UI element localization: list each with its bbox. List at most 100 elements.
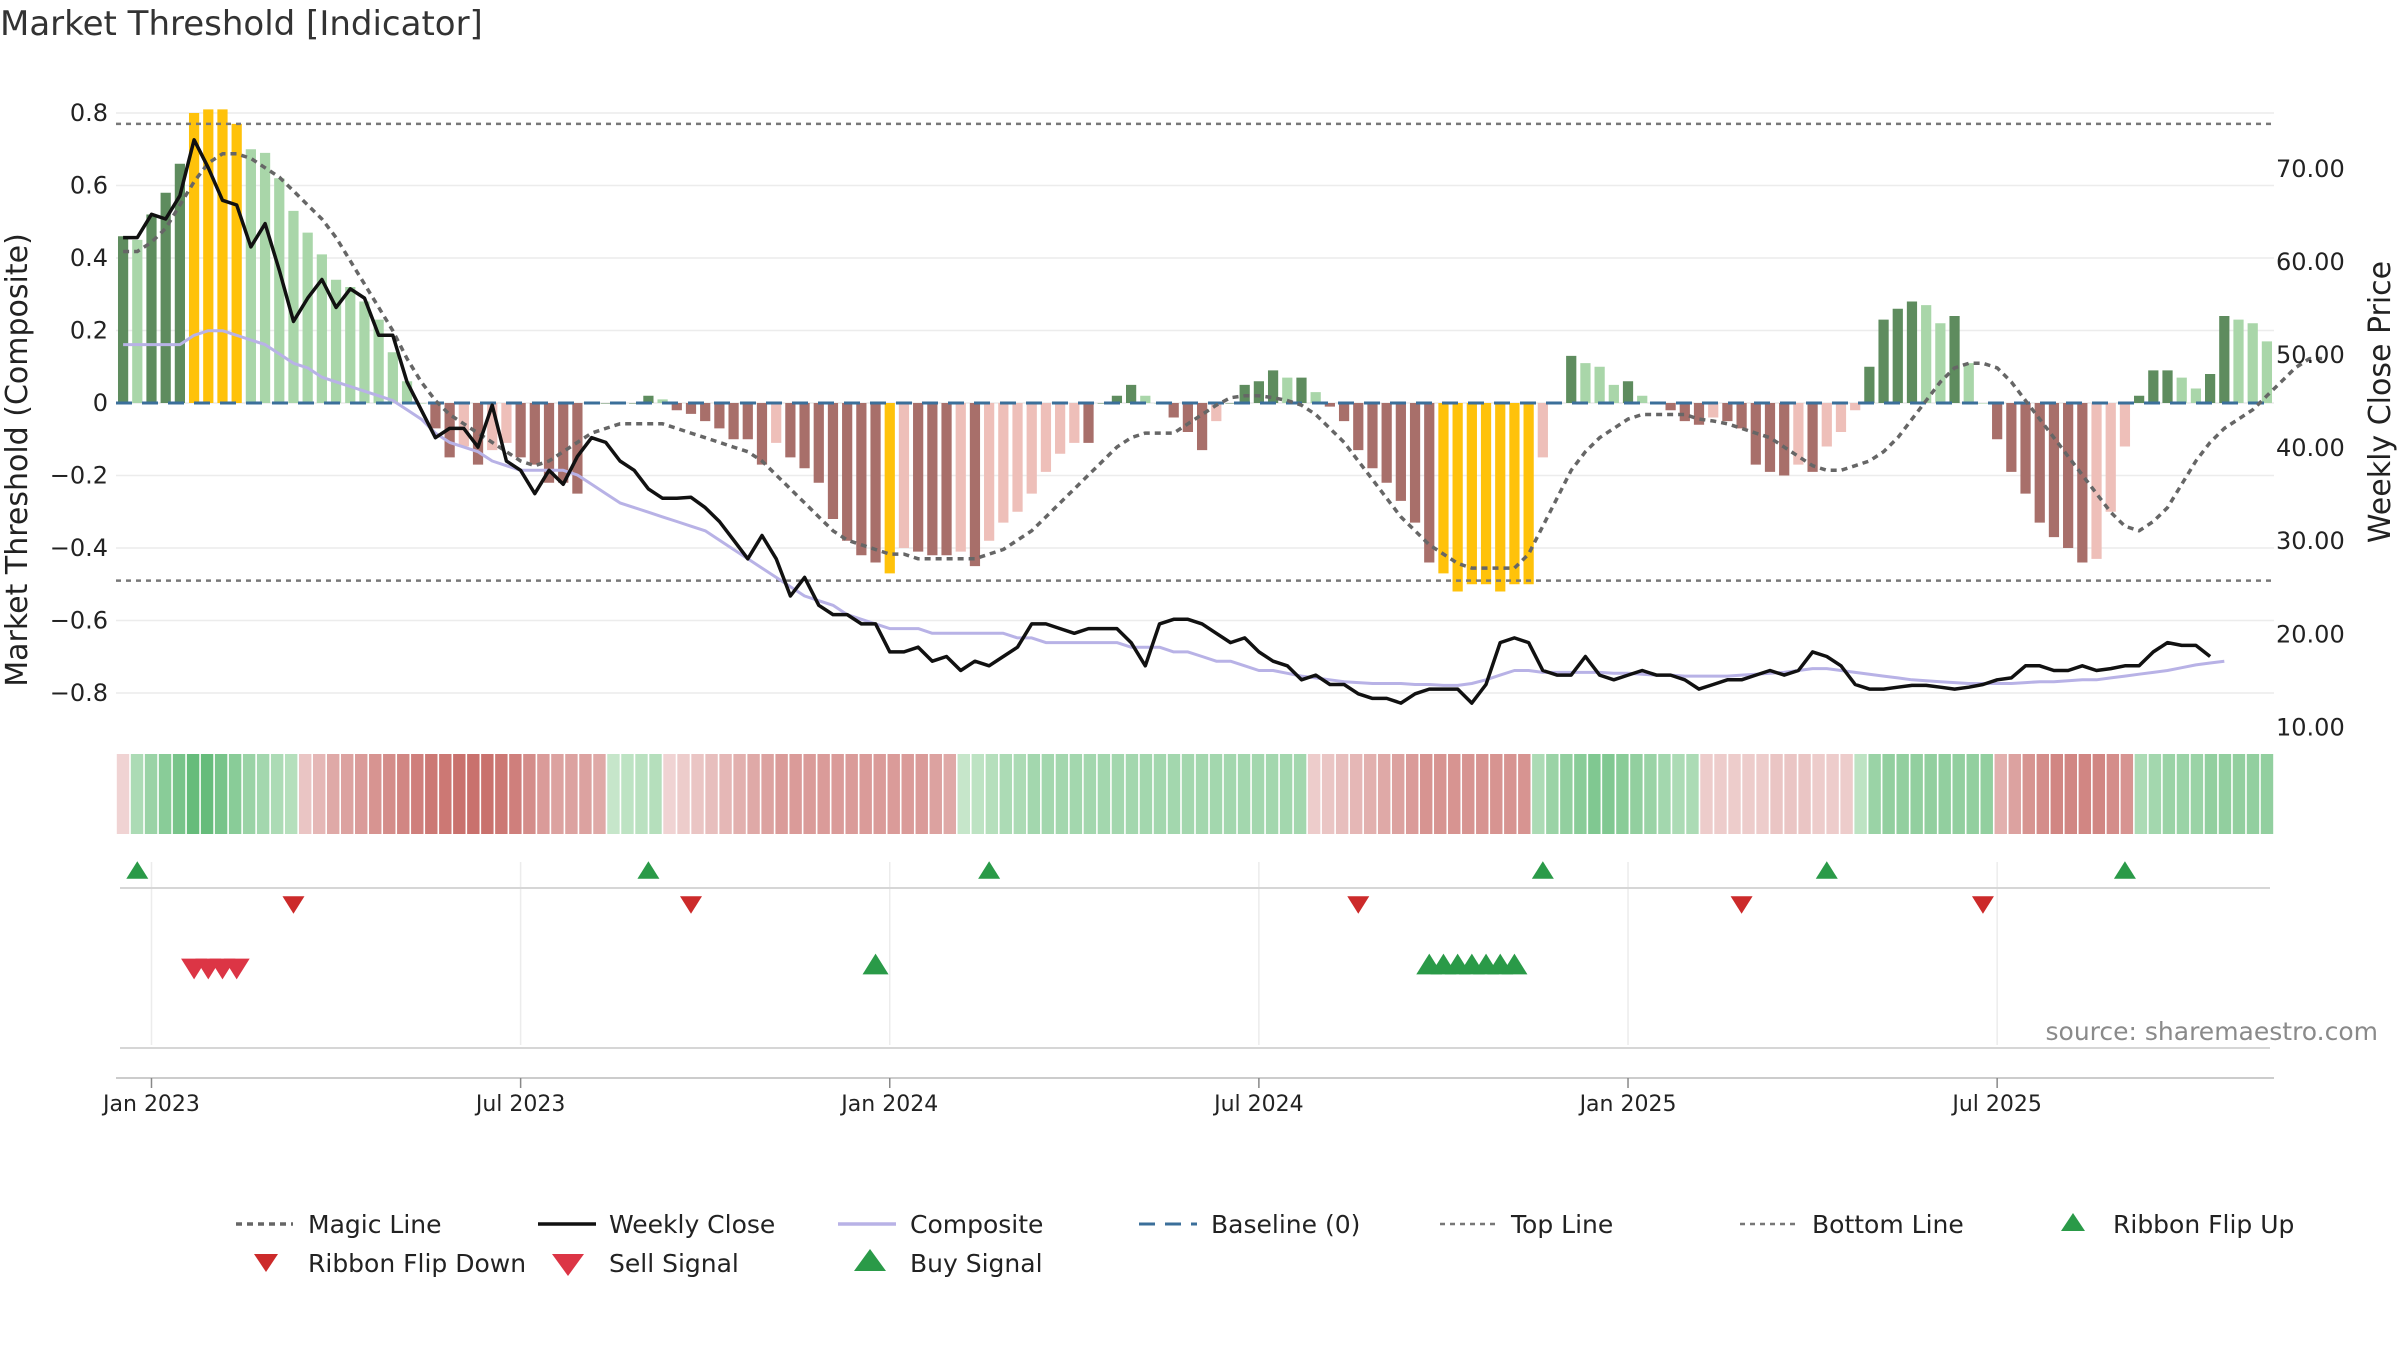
ribbon-cell	[1700, 754, 1713, 834]
composite-bar	[1764, 403, 1776, 472]
composite-bar	[955, 403, 966, 552]
composite-bar	[2190, 388, 2202, 403]
ribbon-cell	[1195, 754, 1209, 834]
ribbon-cell	[326, 754, 340, 834]
composite-bar	[1566, 355, 1577, 403]
ribbon-cell	[1181, 754, 1195, 834]
ribbon-cell	[481, 754, 494, 834]
ribbon-cell	[691, 754, 704, 834]
y2-tick-label: 40.00	[2276, 434, 2345, 462]
ribbon-cell	[1868, 754, 1881, 834]
composite-bar	[813, 403, 824, 483]
ribbon-cell	[1377, 754, 1391, 834]
ribbon-cell	[1602, 754, 1615, 834]
ribbon-cell	[1742, 754, 1755, 834]
composite-bar	[416, 403, 427, 404]
ribbon-cell	[971, 754, 985, 834]
ribbon-cell	[761, 754, 774, 834]
x-tick-label: Jan 2024	[839, 1092, 938, 1117]
ribbon-cell	[1237, 754, 1251, 834]
ribbon-cell	[397, 754, 410, 834]
ribbon-strip	[116, 754, 2274, 834]
ribbon-cell	[1560, 754, 1573, 834]
composite-bar	[1310, 392, 1321, 403]
ribbon-cell	[1756, 754, 1769, 834]
composite-bar	[941, 403, 952, 556]
composite-bar	[174, 163, 185, 403]
y-axis-right: 70.00 60.00 50.00 40.00 30.00 20.00 10.00	[2276, 155, 2345, 742]
composite-bar	[984, 403, 995, 541]
x-tick-label: Jul 2024	[1212, 1092, 1304, 1117]
composite-bar	[231, 123, 242, 403]
composite-bar	[543, 403, 555, 483]
ribbon-cell	[2106, 754, 2120, 834]
ribbon-cell	[2092, 754, 2106, 834]
ribbon-cell	[2036, 754, 2049, 834]
composite-bar	[1196, 403, 1208, 451]
composite-bar	[2233, 319, 2244, 403]
composite-bar	[714, 403, 725, 429]
ribbon-cell	[1840, 754, 1853, 834]
composite-bar	[2034, 403, 2045, 523]
composite-bar	[771, 403, 782, 443]
composite-bar	[1225, 403, 1236, 404]
ribbon-cell	[1293, 754, 1307, 834]
legend: Magic Line Weekly Close Composite Baseline …	[236, 1210, 2294, 1278]
series-lines	[116, 122, 2324, 705]
composite-bar	[1850, 403, 1861, 411]
ribbon-flip-up-marker	[978, 861, 1001, 879]
ribbon-cell	[719, 754, 732, 834]
composite-bar	[2247, 323, 2258, 403]
composite-bar	[430, 403, 441, 429]
composite-bar	[756, 403, 768, 465]
ribbon-cell	[1139, 754, 1153, 834]
ribbon-cell	[1798, 754, 1811, 834]
composite-bar	[1679, 403, 1690, 422]
legend-label: Bottom Line	[1812, 1210, 1964, 1239]
ribbon-cell	[1476, 754, 1489, 834]
composite-bar	[2205, 374, 2216, 403]
composite-bar	[643, 395, 654, 403]
composite-bar	[1779, 403, 1790, 476]
composite-bar	[1537, 403, 1548, 458]
ribbon-cell	[1462, 754, 1475, 834]
composite-bar	[1267, 370, 1279, 403]
composite-bar	[2020, 403, 2031, 494]
composite-bar	[472, 403, 484, 465]
composite-bar	[1168, 403, 1179, 418]
ribbon-cell	[1265, 754, 1279, 834]
ribbon-cell	[214, 754, 228, 834]
legend-buy-swatch	[854, 1249, 886, 1271]
ribbon-cell	[1209, 754, 1223, 834]
composite-bar	[1977, 403, 1989, 404]
composite-bar	[1211, 403, 1222, 422]
ribbon-cell	[1223, 754, 1237, 834]
ribbon-cell	[705, 754, 718, 834]
ribbon-cell	[1896, 754, 1909, 834]
composite-bar	[188, 113, 200, 403]
composite-bar	[359, 301, 370, 403]
composite-bar	[572, 403, 583, 494]
ribbon-cell	[789, 754, 802, 834]
y-axis-left: 0.8 0.6 0.4 0.2 0 −0.2 −0.4 −0.6 −0.8	[50, 99, 108, 707]
composite-bar	[1452, 403, 1463, 592]
composite-bar	[373, 319, 384, 403]
ribbon-cell	[1826, 754, 1839, 834]
ribbon-cell	[453, 754, 466, 834]
ribbon-cell	[733, 754, 746, 834]
composite-bar	[2063, 403, 2074, 548]
y2-tick-label: 10.00	[2276, 713, 2345, 741]
composite-bar	[1438, 403, 1449, 574]
legend-label: Ribbon Flip Up	[2113, 1210, 2294, 1239]
composite-bar	[600, 403, 611, 404]
y-tick-label: −0.8	[50, 679, 108, 707]
ribbon-cell	[1307, 754, 1321, 834]
composite-bar	[913, 403, 924, 552]
ribbon-cell	[677, 754, 690, 834]
composite-bar	[1140, 395, 1151, 403]
ribbon-cell	[859, 754, 872, 834]
ribbon-cell	[1924, 754, 1937, 834]
composite-bar	[1608, 384, 1619, 403]
composite-bar	[1353, 403, 1364, 451]
ribbon-cell	[775, 754, 788, 834]
